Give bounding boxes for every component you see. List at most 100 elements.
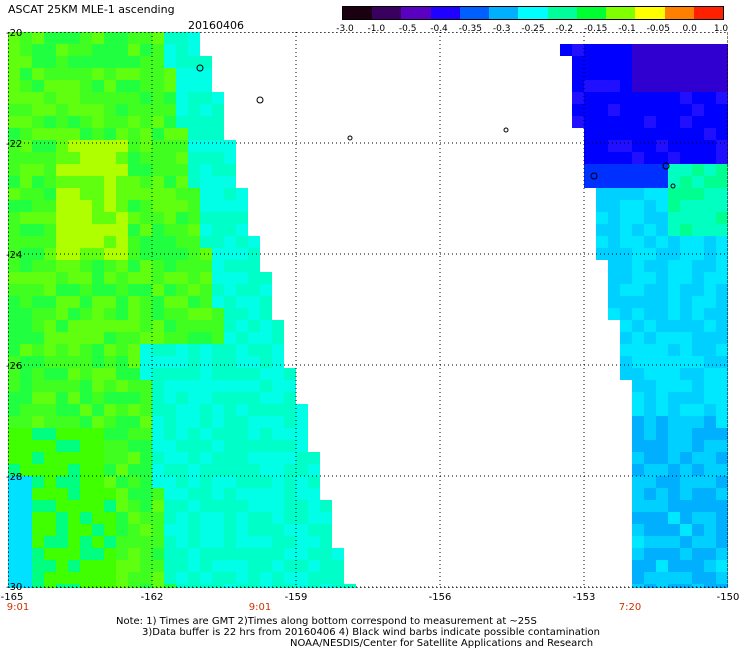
wind-cell (620, 260, 632, 272)
wind-cell (8, 164, 20, 176)
wind-cell (56, 404, 68, 416)
wind-cell (668, 140, 680, 152)
wind-cell (188, 560, 200, 572)
wind-cell (44, 32, 56, 44)
wind-cell (92, 380, 104, 392)
wind-cell (608, 92, 620, 104)
wind-cell (680, 284, 692, 296)
wind-cell (644, 440, 656, 452)
wind-cell (236, 284, 248, 296)
wind-cell (692, 536, 704, 548)
wind-cell (116, 368, 128, 380)
wind-cell (692, 236, 704, 248)
wind-cell (680, 176, 692, 188)
wind-cell (92, 536, 104, 548)
wind-cell (80, 356, 92, 368)
wind-cell (176, 500, 188, 512)
wind-cell (212, 188, 224, 200)
wind-cell (716, 476, 728, 488)
wind-cell (176, 392, 188, 404)
wind-cell (632, 128, 644, 140)
wind-cell (128, 188, 140, 200)
wind-cell (620, 176, 632, 188)
wind-cell (56, 164, 68, 176)
wind-cell (284, 512, 296, 524)
wind-cell (596, 92, 608, 104)
wind-cell (44, 452, 56, 464)
wind-cell (200, 536, 212, 548)
wind-cell (224, 584, 236, 588)
wind-cell (116, 128, 128, 140)
wind-cell (128, 416, 140, 428)
wind-cell (212, 356, 224, 368)
wind-cell (152, 380, 164, 392)
wind-cell (56, 44, 68, 56)
wind-cell (32, 440, 44, 452)
wind-cell (596, 116, 608, 128)
wind-cell (644, 584, 656, 588)
wind-cell (224, 152, 236, 164)
wind-cell (176, 404, 188, 416)
wind-cell (704, 392, 716, 404)
wind-cell (68, 464, 80, 476)
wind-cell (116, 104, 128, 116)
wind-cell (236, 368, 248, 380)
map-title: ASCAT 25KM MLE-1 ascending (8, 3, 175, 16)
wind-cell (188, 248, 200, 260)
wind-cell (260, 344, 272, 356)
wind-cell (212, 140, 224, 152)
wind-cell (692, 560, 704, 572)
wind-cell (8, 440, 20, 452)
wind-cell (716, 284, 728, 296)
wind-cell (656, 128, 668, 140)
wind-cell (224, 260, 236, 272)
wind-cell (128, 344, 140, 356)
wind-cell (176, 512, 188, 524)
wind-cell (224, 392, 236, 404)
wind-cell (200, 296, 212, 308)
wind-cell (20, 440, 32, 452)
wind-cell (692, 488, 704, 500)
wind-cell (212, 224, 224, 236)
wind-cell (56, 236, 68, 248)
colorbar-tick-label: -3.0 (336, 24, 354, 34)
wind-cell (212, 392, 224, 404)
wind-cell (296, 548, 308, 560)
wind-cell (56, 56, 68, 68)
wind-cell (20, 272, 32, 284)
wind-cell (92, 332, 104, 344)
wind-cell (32, 584, 44, 588)
wind-cell (188, 416, 200, 428)
wind-cell (80, 308, 92, 320)
wind-cell (176, 344, 188, 356)
wind-cell (92, 560, 104, 572)
wind-cell (704, 92, 716, 104)
wind-cell (644, 404, 656, 416)
wind-cell (656, 392, 668, 404)
wind-cell (236, 512, 248, 524)
wind-cell (188, 200, 200, 212)
wind-cell (680, 320, 692, 332)
wind-cell (200, 212, 212, 224)
wind-cell (128, 212, 140, 224)
wind-cell (236, 308, 248, 320)
wind-cell (68, 452, 80, 464)
wind-cell (32, 380, 44, 392)
wind-cell (128, 200, 140, 212)
wind-cell (620, 188, 632, 200)
wind-cell (8, 416, 20, 428)
wind-cell (176, 440, 188, 452)
wind-cell (224, 200, 236, 212)
wind-cell (680, 80, 692, 92)
wind-cell (8, 116, 20, 128)
wind-cell (260, 536, 272, 548)
wind-cell (200, 344, 212, 356)
wind-cell (704, 80, 716, 92)
wind-cell (284, 428, 296, 440)
wind-cell (56, 344, 68, 356)
wind-cell (80, 572, 92, 584)
wind-cell (92, 176, 104, 188)
wind-cell (320, 572, 332, 584)
wind-cell (716, 104, 728, 116)
wind-cell (8, 284, 20, 296)
